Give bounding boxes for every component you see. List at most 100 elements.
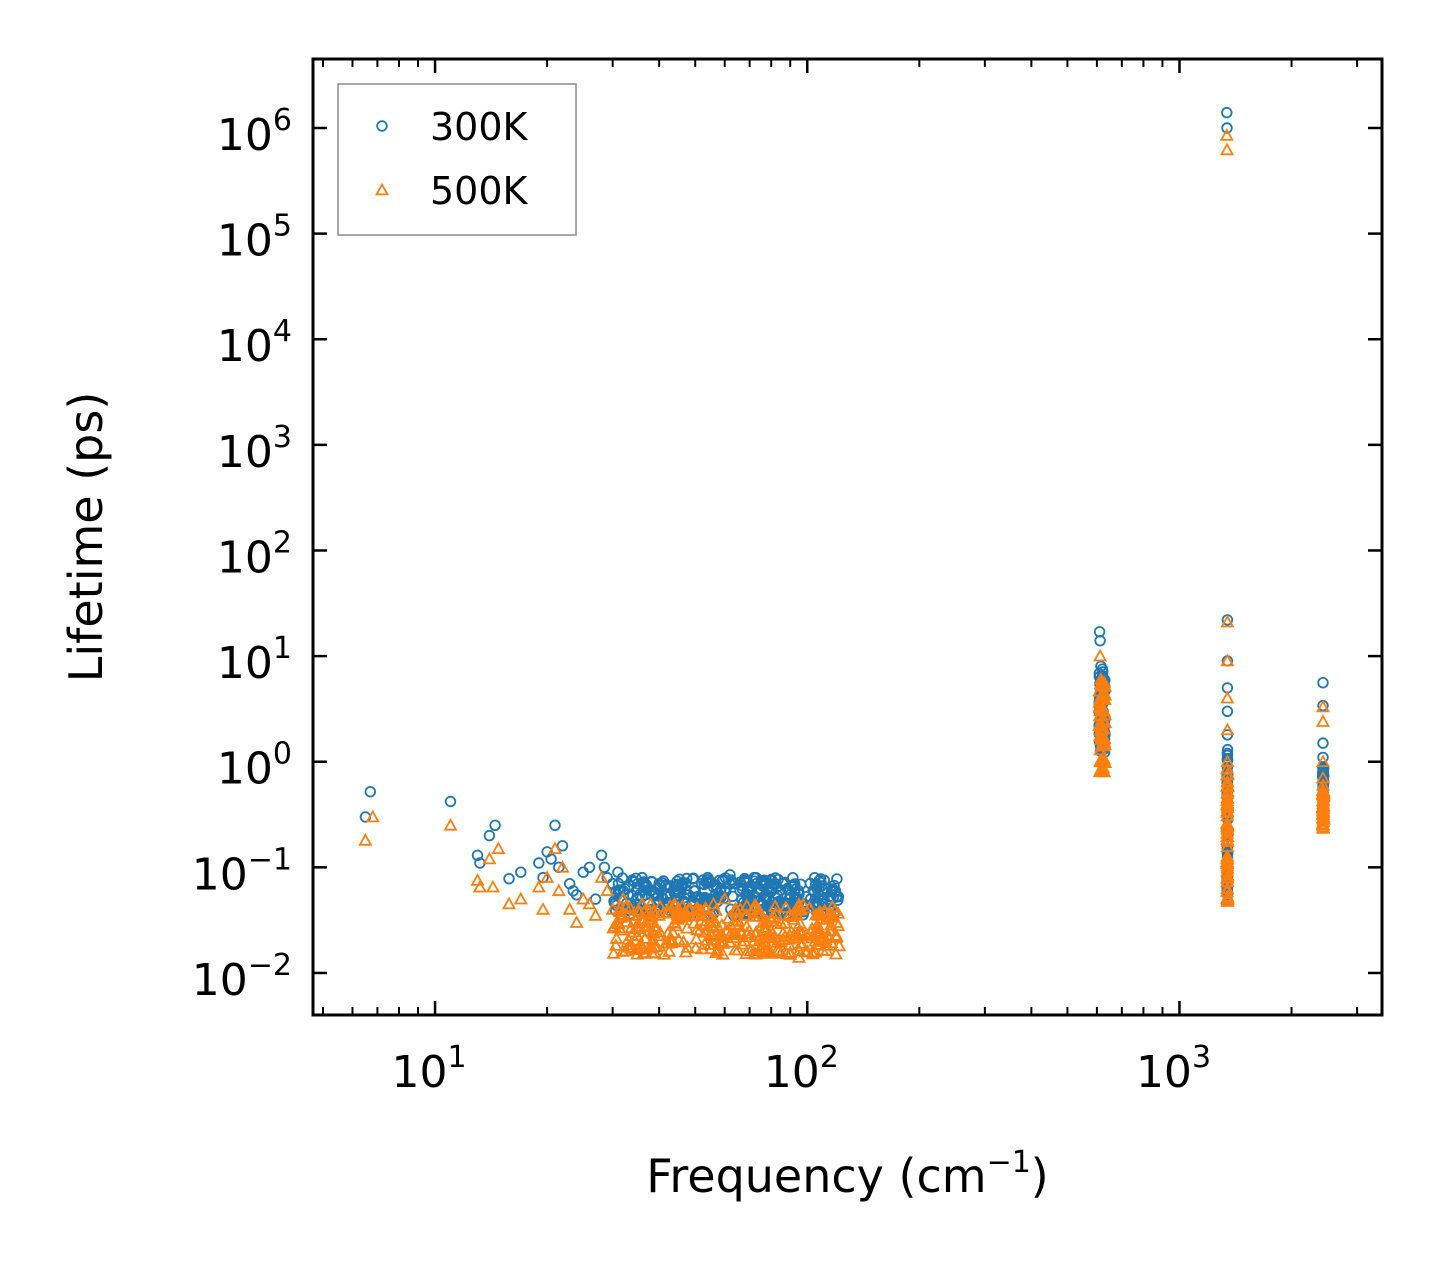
point-500K bbox=[755, 940, 770, 954]
point-500K bbox=[714, 917, 729, 931]
point-300K bbox=[810, 896, 822, 908]
point-500K bbox=[472, 879, 487, 893]
point-500K bbox=[621, 932, 636, 945]
point-500K bbox=[1220, 858, 1235, 872]
point-500K bbox=[631, 902, 646, 916]
point-300K bbox=[598, 861, 611, 874]
point-500K bbox=[1220, 793, 1235, 806]
point-500K bbox=[615, 944, 630, 957]
point-500K bbox=[648, 919, 663, 932]
point-500K bbox=[739, 898, 754, 912]
point-500K bbox=[562, 902, 577, 915]
point-500K bbox=[535, 902, 551, 915]
point-500K bbox=[792, 943, 807, 957]
point-500K bbox=[1220, 722, 1235, 736]
point-500K bbox=[605, 902, 620, 915]
point-500K bbox=[715, 946, 730, 960]
point-500K bbox=[1093, 648, 1108, 662]
legend: 300K 500K bbox=[337, 83, 577, 236]
point-500K bbox=[653, 899, 668, 912]
point-500K bbox=[609, 931, 624, 944]
point-300K bbox=[627, 889, 639, 902]
x-tick-label: 102 bbox=[764, 1040, 839, 1098]
point-500K bbox=[752, 905, 767, 919]
point-500K bbox=[1220, 690, 1235, 704]
point-500K bbox=[712, 934, 727, 948]
point-300K bbox=[549, 819, 561, 832]
point-500K bbox=[778, 900, 793, 913]
y-tick-label: 100 bbox=[217, 737, 292, 795]
legend-label-300K: 300K bbox=[430, 105, 529, 149]
point-500K bbox=[1315, 803, 1330, 817]
point-300K bbox=[704, 875, 716, 888]
point-300K bbox=[807, 885, 819, 897]
point-500K bbox=[513, 891, 528, 905]
point-500K bbox=[1098, 707, 1113, 721]
y-tick-label: 102 bbox=[217, 525, 292, 583]
point-500K bbox=[1096, 691, 1111, 705]
point-500K bbox=[588, 908, 603, 921]
point-500K bbox=[1316, 793, 1331, 806]
point-500K bbox=[551, 883, 566, 897]
point-500K bbox=[827, 903, 843, 916]
point-300K bbox=[706, 896, 718, 908]
point-300K bbox=[819, 882, 831, 894]
point-500K bbox=[688, 940, 703, 954]
point-500K bbox=[610, 916, 625, 929]
point-500K bbox=[785, 906, 801, 920]
point-500K bbox=[1220, 863, 1235, 877]
point-500K bbox=[708, 903, 723, 916]
point-500K bbox=[760, 914, 775, 927]
point-500K bbox=[615, 909, 630, 922]
point-500K bbox=[779, 946, 794, 959]
point-500K bbox=[1097, 714, 1112, 728]
point-500K bbox=[739, 946, 754, 959]
point-500K bbox=[832, 938, 847, 952]
point-500K bbox=[1315, 770, 1331, 784]
point-300K bbox=[556, 840, 569, 852]
legend-marker-500K bbox=[374, 182, 390, 196]
point-500K bbox=[644, 939, 659, 953]
point-500K bbox=[1315, 754, 1331, 767]
legend-item-300K: 300K bbox=[376, 105, 529, 149]
point-500K bbox=[1220, 754, 1235, 767]
x-tick-label: 103 bbox=[1136, 1040, 1211, 1098]
point-500K bbox=[1316, 814, 1331, 827]
point-500K bbox=[730, 927, 745, 941]
point-300K bbox=[789, 878, 801, 890]
legend-item-500K: 500K bbox=[374, 169, 529, 213]
point-300K bbox=[1221, 705, 1234, 718]
point-500K bbox=[623, 901, 638, 914]
point-300K bbox=[714, 885, 726, 897]
y-tick-label: 106 bbox=[217, 103, 292, 161]
point-500K bbox=[782, 908, 797, 921]
y-tick-label: 10−2 bbox=[192, 948, 292, 1006]
point-500K bbox=[792, 925, 807, 938]
point-500K bbox=[751, 902, 766, 915]
point-500K bbox=[485, 879, 500, 893]
point-500K bbox=[808, 944, 823, 958]
point-500K bbox=[726, 930, 742, 944]
point-300K bbox=[1221, 122, 1233, 134]
point-500K bbox=[1220, 822, 1235, 836]
y-tick-label: 105 bbox=[217, 209, 292, 267]
point-300K bbox=[829, 885, 841, 898]
point-500K bbox=[582, 896, 597, 910]
point-500K bbox=[657, 946, 672, 960]
point-500K bbox=[831, 918, 846, 932]
point-500K bbox=[1220, 851, 1235, 865]
point-500K bbox=[643, 896, 658, 910]
point-300K bbox=[570, 889, 583, 901]
point-500K bbox=[1220, 884, 1235, 898]
point-500K bbox=[1220, 860, 1235, 874]
point-500K bbox=[1220, 889, 1235, 903]
point-500K bbox=[1220, 819, 1235, 832]
point-500K bbox=[689, 922, 705, 936]
point-500K bbox=[748, 927, 763, 940]
point-500K bbox=[662, 944, 677, 957]
point-300K bbox=[444, 795, 457, 808]
point-500K bbox=[1095, 699, 1110, 713]
point-500K bbox=[1220, 870, 1235, 884]
point-300K bbox=[719, 872, 732, 884]
point-500K bbox=[768, 905, 783, 919]
